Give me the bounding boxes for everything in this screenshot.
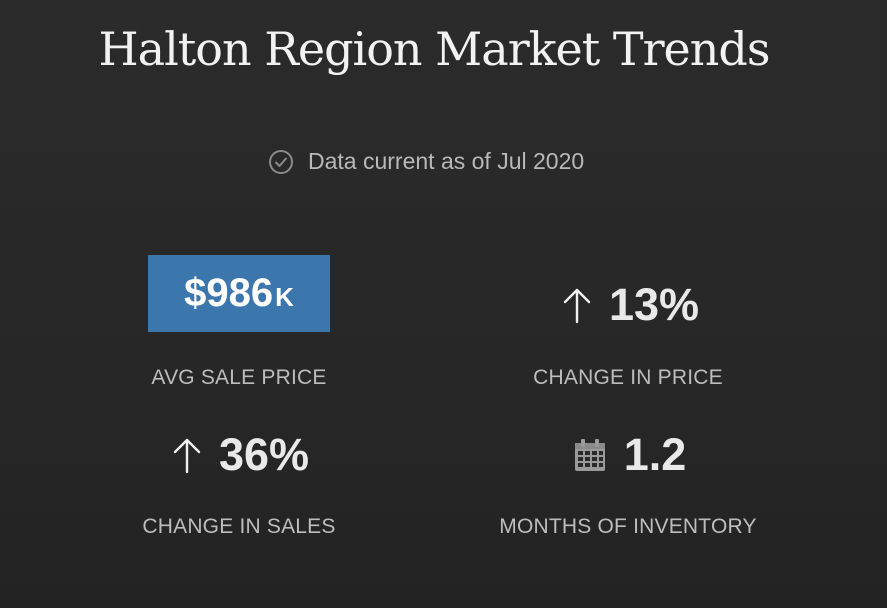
calendar-icon: [574, 438, 606, 472]
change-in-sales-value: 36%: [218, 429, 310, 480]
avg-sale-price-badge: $986 K: [148, 255, 330, 332]
months-of-inventory-metric: 1.2: [500, 428, 760, 482]
data-current-status: Data current as of Jul 2020: [268, 148, 584, 175]
data-current-text: Data current as of Jul 2020: [308, 148, 585, 174]
check-circle-icon: [268, 149, 294, 175]
avg-sale-price-label: AVG SALE PRICE: [151, 366, 327, 389]
change-in-price-label: CHANGE IN PRICE: [533, 366, 723, 389]
change-in-sales-label: CHANGE IN SALES: [142, 515, 336, 538]
avg-sale-price-value: $986: [184, 271, 274, 315]
months-of-inventory-value: 1.2: [623, 429, 687, 480]
arrow-up-icon: [561, 285, 593, 325]
months-of-inventory-label: MONTHS OF INVENTORY: [499, 515, 757, 538]
change-in-sales-metric: 36%: [110, 428, 370, 482]
arrow-up-icon: [171, 435, 203, 475]
change-in-price-value: 13%: [608, 279, 700, 330]
change-in-price-metric: 13%: [500, 278, 760, 332]
page-title: Halton Region Market Trends: [98, 22, 771, 76]
avg-sale-price-unit: K: [275, 282, 294, 312]
